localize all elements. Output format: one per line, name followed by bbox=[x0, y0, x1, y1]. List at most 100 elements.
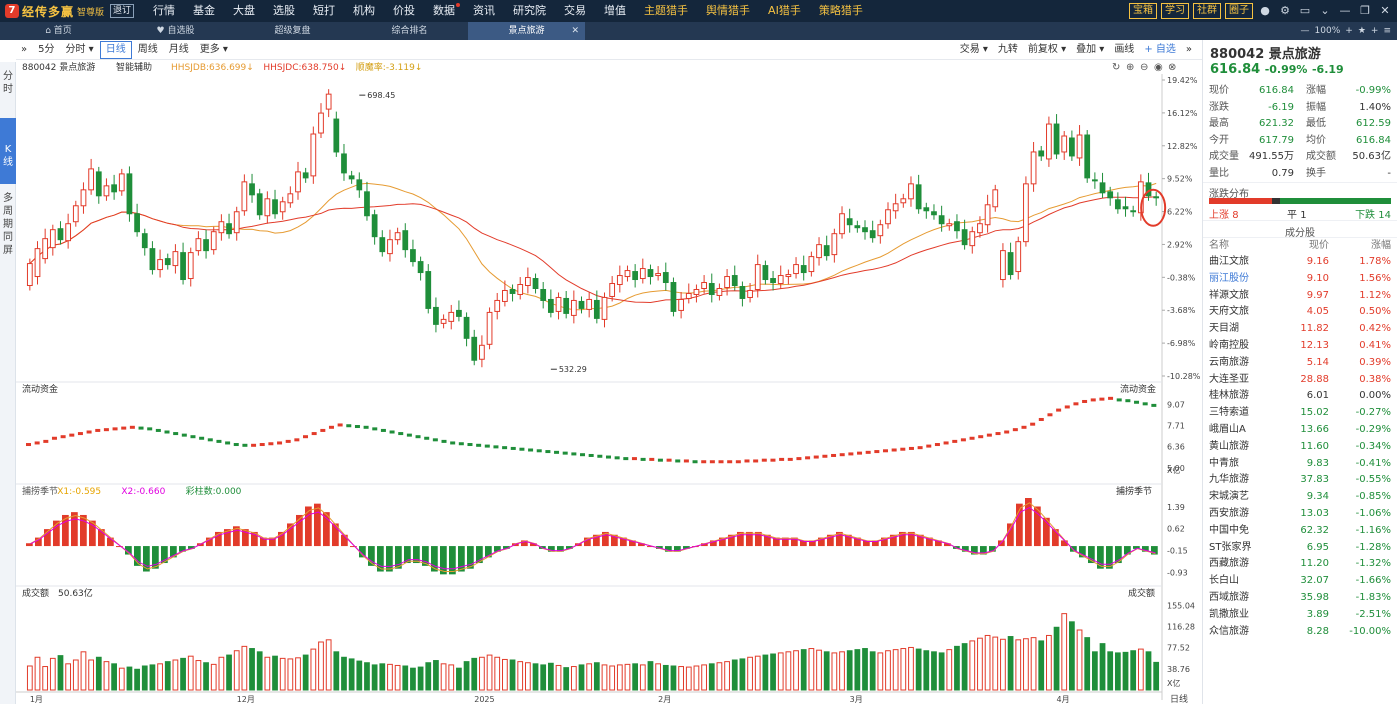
menu-item[interactable]: 交易 bbox=[564, 4, 587, 17]
mode-button[interactable]: 退订 bbox=[110, 4, 135, 18]
period-more[interactable]: 更多 ▾ bbox=[199, 43, 228, 55]
menu-item[interactable]: 研究院 bbox=[513, 4, 547, 17]
component-row[interactable]: 岭南控股 12.13 0.41% bbox=[1203, 338, 1397, 355]
learn-button[interactable]: 学习 bbox=[1161, 3, 1189, 19]
component-row[interactable]: 黄山旅游 11.60 -0.34% bbox=[1203, 439, 1397, 456]
treasure-button[interactable]: 宝箱 bbox=[1129, 3, 1157, 19]
component-row[interactable]: 桂林旅游 6.01 0.00% bbox=[1203, 388, 1397, 405]
menu-item[interactable]: AI猎手 bbox=[768, 4, 801, 17]
refresh-icon[interactable]: ↻ bbox=[1112, 62, 1120, 73]
menu-item[interactable]: 价投 bbox=[393, 4, 416, 17]
component-row[interactable]: 大连圣亚 28.88 0.38% bbox=[1203, 372, 1397, 389]
zoom-in-icon[interactable]: ⊕ bbox=[1126, 62, 1134, 73]
header-name[interactable]: 名称 bbox=[1209, 240, 1229, 251]
minimize-icon[interactable]: — bbox=[1339, 4, 1351, 17]
user-icon[interactable]: ● bbox=[1260, 4, 1270, 17]
component-row[interactable]: 云南旅游 5.14 0.39% bbox=[1203, 355, 1397, 372]
chevron-down-icon[interactable]: ⌄ bbox=[1320, 4, 1330, 17]
component-row[interactable]: 宋城演艺 9.34 -0.85% bbox=[1203, 489, 1397, 506]
menu-item[interactable]: 机构 bbox=[353, 4, 376, 17]
maximize-icon[interactable]: ◉ bbox=[1154, 62, 1163, 73]
menu-item[interactable]: 增值 bbox=[604, 4, 627, 17]
capture-bar bbox=[503, 546, 510, 549]
component-row[interactable]: 祥源文旅 9.97 1.12% bbox=[1203, 288, 1397, 305]
menu-item[interactable]: 行情 bbox=[153, 4, 176, 17]
community-button[interactable]: 社群 bbox=[1193, 3, 1221, 19]
circle-button[interactable]: 圈子 bbox=[1225, 3, 1253, 19]
menu-item[interactable]: 策略猎手 bbox=[818, 4, 863, 17]
star-icon[interactable]: ★ bbox=[1357, 26, 1366, 36]
close-icon[interactable]: ✕ bbox=[1380, 4, 1390, 17]
component-row[interactable]: 天府文旅 4.05 0.50% bbox=[1203, 304, 1397, 321]
component-row[interactable]: 曲江文旅 9.16 1.78% bbox=[1203, 254, 1397, 271]
restore-icon[interactable]: ❐ bbox=[1360, 4, 1370, 17]
component-row[interactable]: 天目湖 11.82 0.42% bbox=[1203, 321, 1397, 338]
flow-fund-mark bbox=[484, 444, 490, 448]
add-watchlist-button[interactable]: + 自选 bbox=[1144, 44, 1176, 55]
adjust-button[interactable]: 前复权 ▾ bbox=[1027, 44, 1067, 55]
period-monthly[interactable]: 月线 bbox=[168, 43, 189, 55]
menu-item[interactable]: 基金 bbox=[193, 4, 216, 17]
period-intraday[interactable]: 分时 ▾ bbox=[65, 43, 94, 55]
volume-bar bbox=[655, 663, 662, 691]
menu-item[interactable]: 大盘 bbox=[233, 4, 256, 17]
collapse-icon[interactable]: » bbox=[21, 43, 28, 55]
tab-add-icon[interactable]: + bbox=[1370, 26, 1379, 36]
tab-review[interactable]: 超级复盘 bbox=[234, 22, 351, 40]
zoom-out-icon[interactable]: — bbox=[1300, 26, 1310, 36]
candle-body bbox=[1084, 134, 1091, 179]
period-daily[interactable]: 日线 bbox=[99, 40, 132, 59]
rail-intraday[interactable]: 分时 bbox=[3, 71, 13, 95]
overlay-button[interactable]: 叠加 ▾ bbox=[1076, 44, 1105, 55]
expand-panel-icon[interactable]: » bbox=[1185, 44, 1192, 55]
quote-row: 量比 0.79 换手 - bbox=[1203, 166, 1397, 183]
smart-assist-label[interactable]: 智能辅助 bbox=[116, 61, 152, 73]
close-icon[interactable]: ⊗ bbox=[1168, 62, 1176, 73]
menu-item[interactable]: 选股 bbox=[273, 4, 296, 17]
draw-button[interactable]: 画线 bbox=[1114, 44, 1135, 55]
menu-item[interactable]: 数据 bbox=[424, 0, 464, 22]
component-row[interactable]: 三特索道 15.02 -0.27% bbox=[1203, 405, 1397, 422]
gear-icon[interactable]: ⚙ bbox=[1280, 4, 1290, 17]
component-row[interactable]: 长白山 32.07 -1.66% bbox=[1203, 573, 1397, 590]
candle-body bbox=[471, 336, 478, 361]
rail-multi-period[interactable]: 多周期同屏 bbox=[3, 193, 13, 256]
period-5min[interactable]: 5分 bbox=[38, 43, 55, 55]
tab-list-icon[interactable]: ≡ bbox=[1383, 26, 1391, 36]
component-row[interactable]: 中国中免 62.32 -1.16% bbox=[1203, 523, 1397, 540]
menu-item[interactable]: 舆情猎手 bbox=[706, 4, 751, 17]
tab-home[interactable]: ⌂ 首页 bbox=[0, 22, 117, 40]
tab-close-icon[interactable]: ✕ bbox=[571, 26, 579, 36]
tab-ranking[interactable]: 综合排名 bbox=[351, 22, 468, 40]
component-change: -1.66% bbox=[1355, 575, 1391, 587]
menu-item[interactable]: 资讯 bbox=[473, 4, 496, 17]
component-row[interactable]: 西域旅游 35.98 -1.83% bbox=[1203, 590, 1397, 607]
component-row[interactable]: 西安旅游 13.03 -1.06% bbox=[1203, 506, 1397, 523]
zoom-out-icon[interactable]: ⊖ bbox=[1140, 62, 1148, 73]
flow-fund-mark bbox=[26, 443, 31, 447]
tab-scenic-tourism[interactable]: 景点旅游 ✕ bbox=[468, 22, 585, 40]
quote-value: 491.55万 bbox=[1249, 151, 1294, 162]
zoom-in-icon[interactable]: + bbox=[1345, 26, 1353, 36]
kline-chart[interactable]: 880042 景点旅游 智能辅助 HHSJDB:636.699↓ HHSJDC:6… bbox=[16, 60, 1202, 704]
header-change[interactable]: 涨幅 bbox=[1371, 240, 1391, 251]
nine-turn-button[interactable]: 九转 bbox=[997, 44, 1018, 55]
component-row[interactable]: ST张家界 6.95 -1.28% bbox=[1203, 540, 1397, 557]
period-weekly[interactable]: 周线 bbox=[137, 43, 158, 55]
component-row[interactable]: 中青旅 9.83 -0.41% bbox=[1203, 456, 1397, 473]
component-row[interactable]: 峨眉山A 13.66 -0.29% bbox=[1203, 422, 1397, 439]
tab-watchlist[interactable]: ♥ 自选股 bbox=[117, 22, 234, 40]
component-row[interactable]: 凯撒旅业 3.89 -2.51% bbox=[1203, 607, 1397, 624]
rail-kline[interactable]: K线 bbox=[0, 118, 16, 184]
component-row[interactable]: 众信旅游 8.28 -10.00% bbox=[1203, 624, 1397, 641]
trade-button[interactable]: 交易 ▾ bbox=[959, 44, 988, 55]
capture-bar bbox=[404, 546, 411, 564]
menu-item[interactable]: 主题猎手 bbox=[644, 4, 689, 17]
menu-item[interactable]: 短打 bbox=[313, 4, 336, 17]
component-row[interactable]: 西藏旅游 11.20 -1.32% bbox=[1203, 556, 1397, 573]
window-icon[interactable]: ▭ bbox=[1299, 4, 1311, 17]
volume-bar bbox=[808, 648, 815, 691]
component-row[interactable]: 九华旅游 37.83 -0.55% bbox=[1203, 472, 1397, 489]
component-row[interactable]: 丽江股份 9.10 1.56% bbox=[1203, 271, 1397, 288]
header-price[interactable]: 现价 bbox=[1309, 240, 1329, 251]
